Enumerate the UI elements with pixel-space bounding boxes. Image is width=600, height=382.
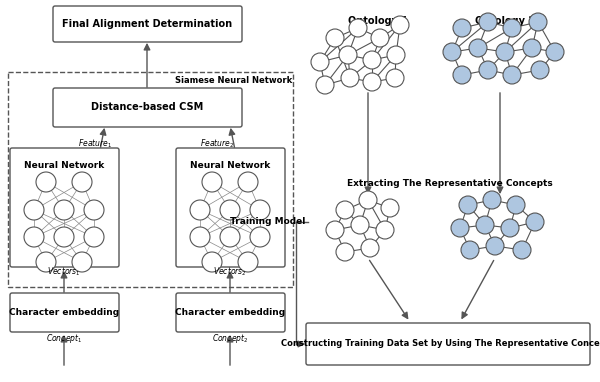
Circle shape — [483, 191, 501, 209]
Circle shape — [190, 227, 210, 247]
Circle shape — [459, 196, 477, 214]
Circle shape — [387, 46, 405, 64]
Circle shape — [36, 252, 56, 272]
Circle shape — [503, 19, 521, 37]
Circle shape — [496, 43, 514, 61]
Text: Siamese Neural Network: Siamese Neural Network — [175, 76, 292, 85]
Text: Training Model: Training Model — [230, 217, 305, 227]
Circle shape — [238, 252, 258, 272]
FancyBboxPatch shape — [10, 293, 119, 332]
FancyBboxPatch shape — [306, 323, 590, 365]
Circle shape — [84, 227, 104, 247]
Circle shape — [72, 252, 92, 272]
Text: Character embedding: Character embedding — [10, 308, 119, 317]
Text: Constructing Training Data Set by Using The Representative Concepts: Constructing Training Data Set by Using … — [281, 340, 600, 348]
Circle shape — [336, 201, 354, 219]
Circle shape — [349, 19, 367, 37]
Circle shape — [363, 51, 381, 69]
Circle shape — [359, 191, 377, 209]
Circle shape — [36, 172, 56, 192]
Circle shape — [476, 216, 494, 234]
FancyBboxPatch shape — [53, 6, 242, 42]
Text: $Vectors_2$: $Vectors_2$ — [213, 265, 247, 277]
Circle shape — [546, 43, 564, 61]
Text: $Feature_1$: $Feature_1$ — [78, 138, 112, 150]
Circle shape — [250, 200, 270, 220]
Circle shape — [72, 172, 92, 192]
Circle shape — [363, 73, 381, 91]
Circle shape — [501, 219, 519, 237]
Text: Ontology 2: Ontology 2 — [475, 16, 535, 26]
Circle shape — [391, 16, 409, 34]
Circle shape — [461, 241, 479, 259]
Circle shape — [202, 172, 222, 192]
Circle shape — [202, 252, 222, 272]
Text: Extracting The Representative Concepts: Extracting The Representative Concepts — [347, 178, 553, 188]
Circle shape — [376, 221, 394, 239]
FancyBboxPatch shape — [176, 148, 285, 267]
Text: Neural Network: Neural Network — [25, 162, 104, 170]
FancyBboxPatch shape — [176, 293, 285, 332]
Circle shape — [386, 69, 404, 87]
Circle shape — [526, 213, 544, 231]
Circle shape — [341, 69, 359, 87]
Circle shape — [529, 13, 547, 31]
Circle shape — [190, 200, 210, 220]
Text: Ontology 1: Ontology 1 — [348, 16, 408, 26]
Circle shape — [479, 13, 497, 31]
Text: $Feature_2$: $Feature_2$ — [200, 138, 234, 150]
Circle shape — [24, 227, 44, 247]
Bar — [8, 72, 293, 287]
Circle shape — [24, 200, 44, 220]
Text: Distance-based CSM: Distance-based CSM — [91, 102, 203, 113]
Text: $Concept_2$: $Concept_2$ — [212, 332, 248, 345]
Text: $Vectors_1$: $Vectors_1$ — [47, 265, 81, 277]
Circle shape — [479, 61, 497, 79]
Circle shape — [503, 66, 521, 84]
Circle shape — [486, 237, 504, 255]
Circle shape — [371, 29, 389, 47]
Circle shape — [250, 227, 270, 247]
Circle shape — [84, 200, 104, 220]
Circle shape — [339, 46, 357, 64]
Circle shape — [326, 29, 344, 47]
Circle shape — [316, 76, 334, 94]
Circle shape — [443, 43, 461, 61]
Text: Character embedding: Character embedding — [175, 308, 286, 317]
Circle shape — [361, 239, 379, 257]
Circle shape — [453, 66, 471, 84]
Circle shape — [220, 227, 240, 247]
Circle shape — [220, 200, 240, 220]
Text: Final Alignment Determination: Final Alignment Determination — [62, 19, 233, 29]
Circle shape — [523, 39, 541, 57]
Circle shape — [469, 39, 487, 57]
Circle shape — [336, 243, 354, 261]
Text: Neural Network: Neural Network — [190, 162, 271, 170]
Circle shape — [531, 61, 549, 79]
Circle shape — [54, 227, 74, 247]
Circle shape — [381, 199, 399, 217]
Circle shape — [238, 172, 258, 192]
Circle shape — [311, 53, 329, 71]
FancyBboxPatch shape — [53, 88, 242, 127]
Circle shape — [453, 19, 471, 37]
FancyBboxPatch shape — [10, 148, 119, 267]
Text: $Concept_1$: $Concept_1$ — [46, 332, 82, 345]
Circle shape — [513, 241, 531, 259]
Circle shape — [507, 196, 525, 214]
Circle shape — [54, 200, 74, 220]
Circle shape — [351, 216, 369, 234]
Circle shape — [451, 219, 469, 237]
Circle shape — [326, 221, 344, 239]
